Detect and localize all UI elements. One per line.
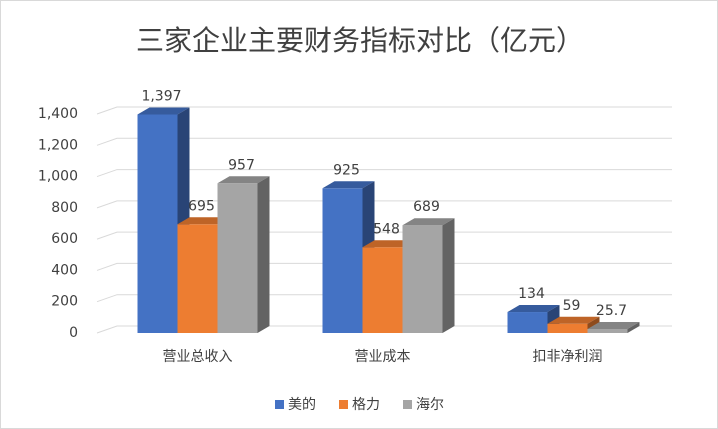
bar-top (137, 107, 190, 115)
data-label: 695 (188, 198, 215, 214)
bar-front (177, 224, 218, 333)
bar-front (402, 225, 443, 333)
x-tick-label: 营业总收入 (163, 349, 233, 365)
bar-front (137, 114, 178, 333)
bar-side (627, 321, 640, 333)
grid-line (96, 106, 672, 115)
x-tick-label: 营业成本 (355, 349, 411, 365)
bar-top (402, 218, 455, 226)
y-tick-label: 1,200 (38, 137, 78, 153)
data-label: 957 (228, 157, 255, 173)
chart-title: 三家企业主要财务指标对比（亿元） (136, 24, 584, 57)
bar-front (547, 323, 588, 333)
bar-front (322, 188, 363, 333)
grid-line (96, 137, 672, 146)
data-label: 134 (518, 286, 545, 302)
bar-top (587, 321, 640, 329)
bar-top (322, 181, 375, 189)
y-tick-label: 600 (51, 231, 78, 247)
x-tick-label: 扣非净利润 (533, 349, 603, 365)
grid-line (96, 262, 672, 271)
legend-label: 美的 (288, 397, 316, 413)
grid-line (96, 200, 672, 209)
data-label: 59 (563, 298, 581, 314)
y-tick-label: 400 (51, 262, 78, 278)
bar-front (362, 247, 403, 333)
bar-front (217, 183, 258, 333)
bar-top (507, 305, 560, 313)
bar-front (507, 312, 548, 333)
data-label: 925 (333, 162, 360, 178)
bar-top (362, 240, 415, 248)
bar-front (587, 328, 628, 333)
data-label: 1,397 (141, 88, 181, 104)
bar-side (442, 218, 455, 333)
y-tick-label: 800 (51, 200, 78, 216)
legend-swatch (339, 400, 348, 409)
y-tick-label: 1,400 (38, 106, 78, 122)
bar-top (547, 316, 600, 324)
legend-swatch (403, 400, 412, 409)
data-label: 548 (373, 221, 400, 237)
y-tick-label: 0 (69, 325, 78, 341)
grid-line (96, 169, 672, 178)
y-tick-label: 1,000 (38, 169, 78, 185)
grid-line (96, 325, 672, 334)
grid-line (96, 294, 672, 303)
data-label: 689 (413, 199, 440, 215)
legend-label: 海尔 (416, 397, 444, 413)
y-tick-label: 200 (51, 294, 78, 310)
legend-label: 格力 (352, 397, 380, 413)
grid-line (96, 231, 672, 240)
legend-swatch (275, 400, 284, 409)
bar-top (217, 176, 270, 184)
data-label: 25.7 (596, 303, 627, 319)
bar-side (257, 176, 270, 333)
bar-top (177, 217, 230, 225)
